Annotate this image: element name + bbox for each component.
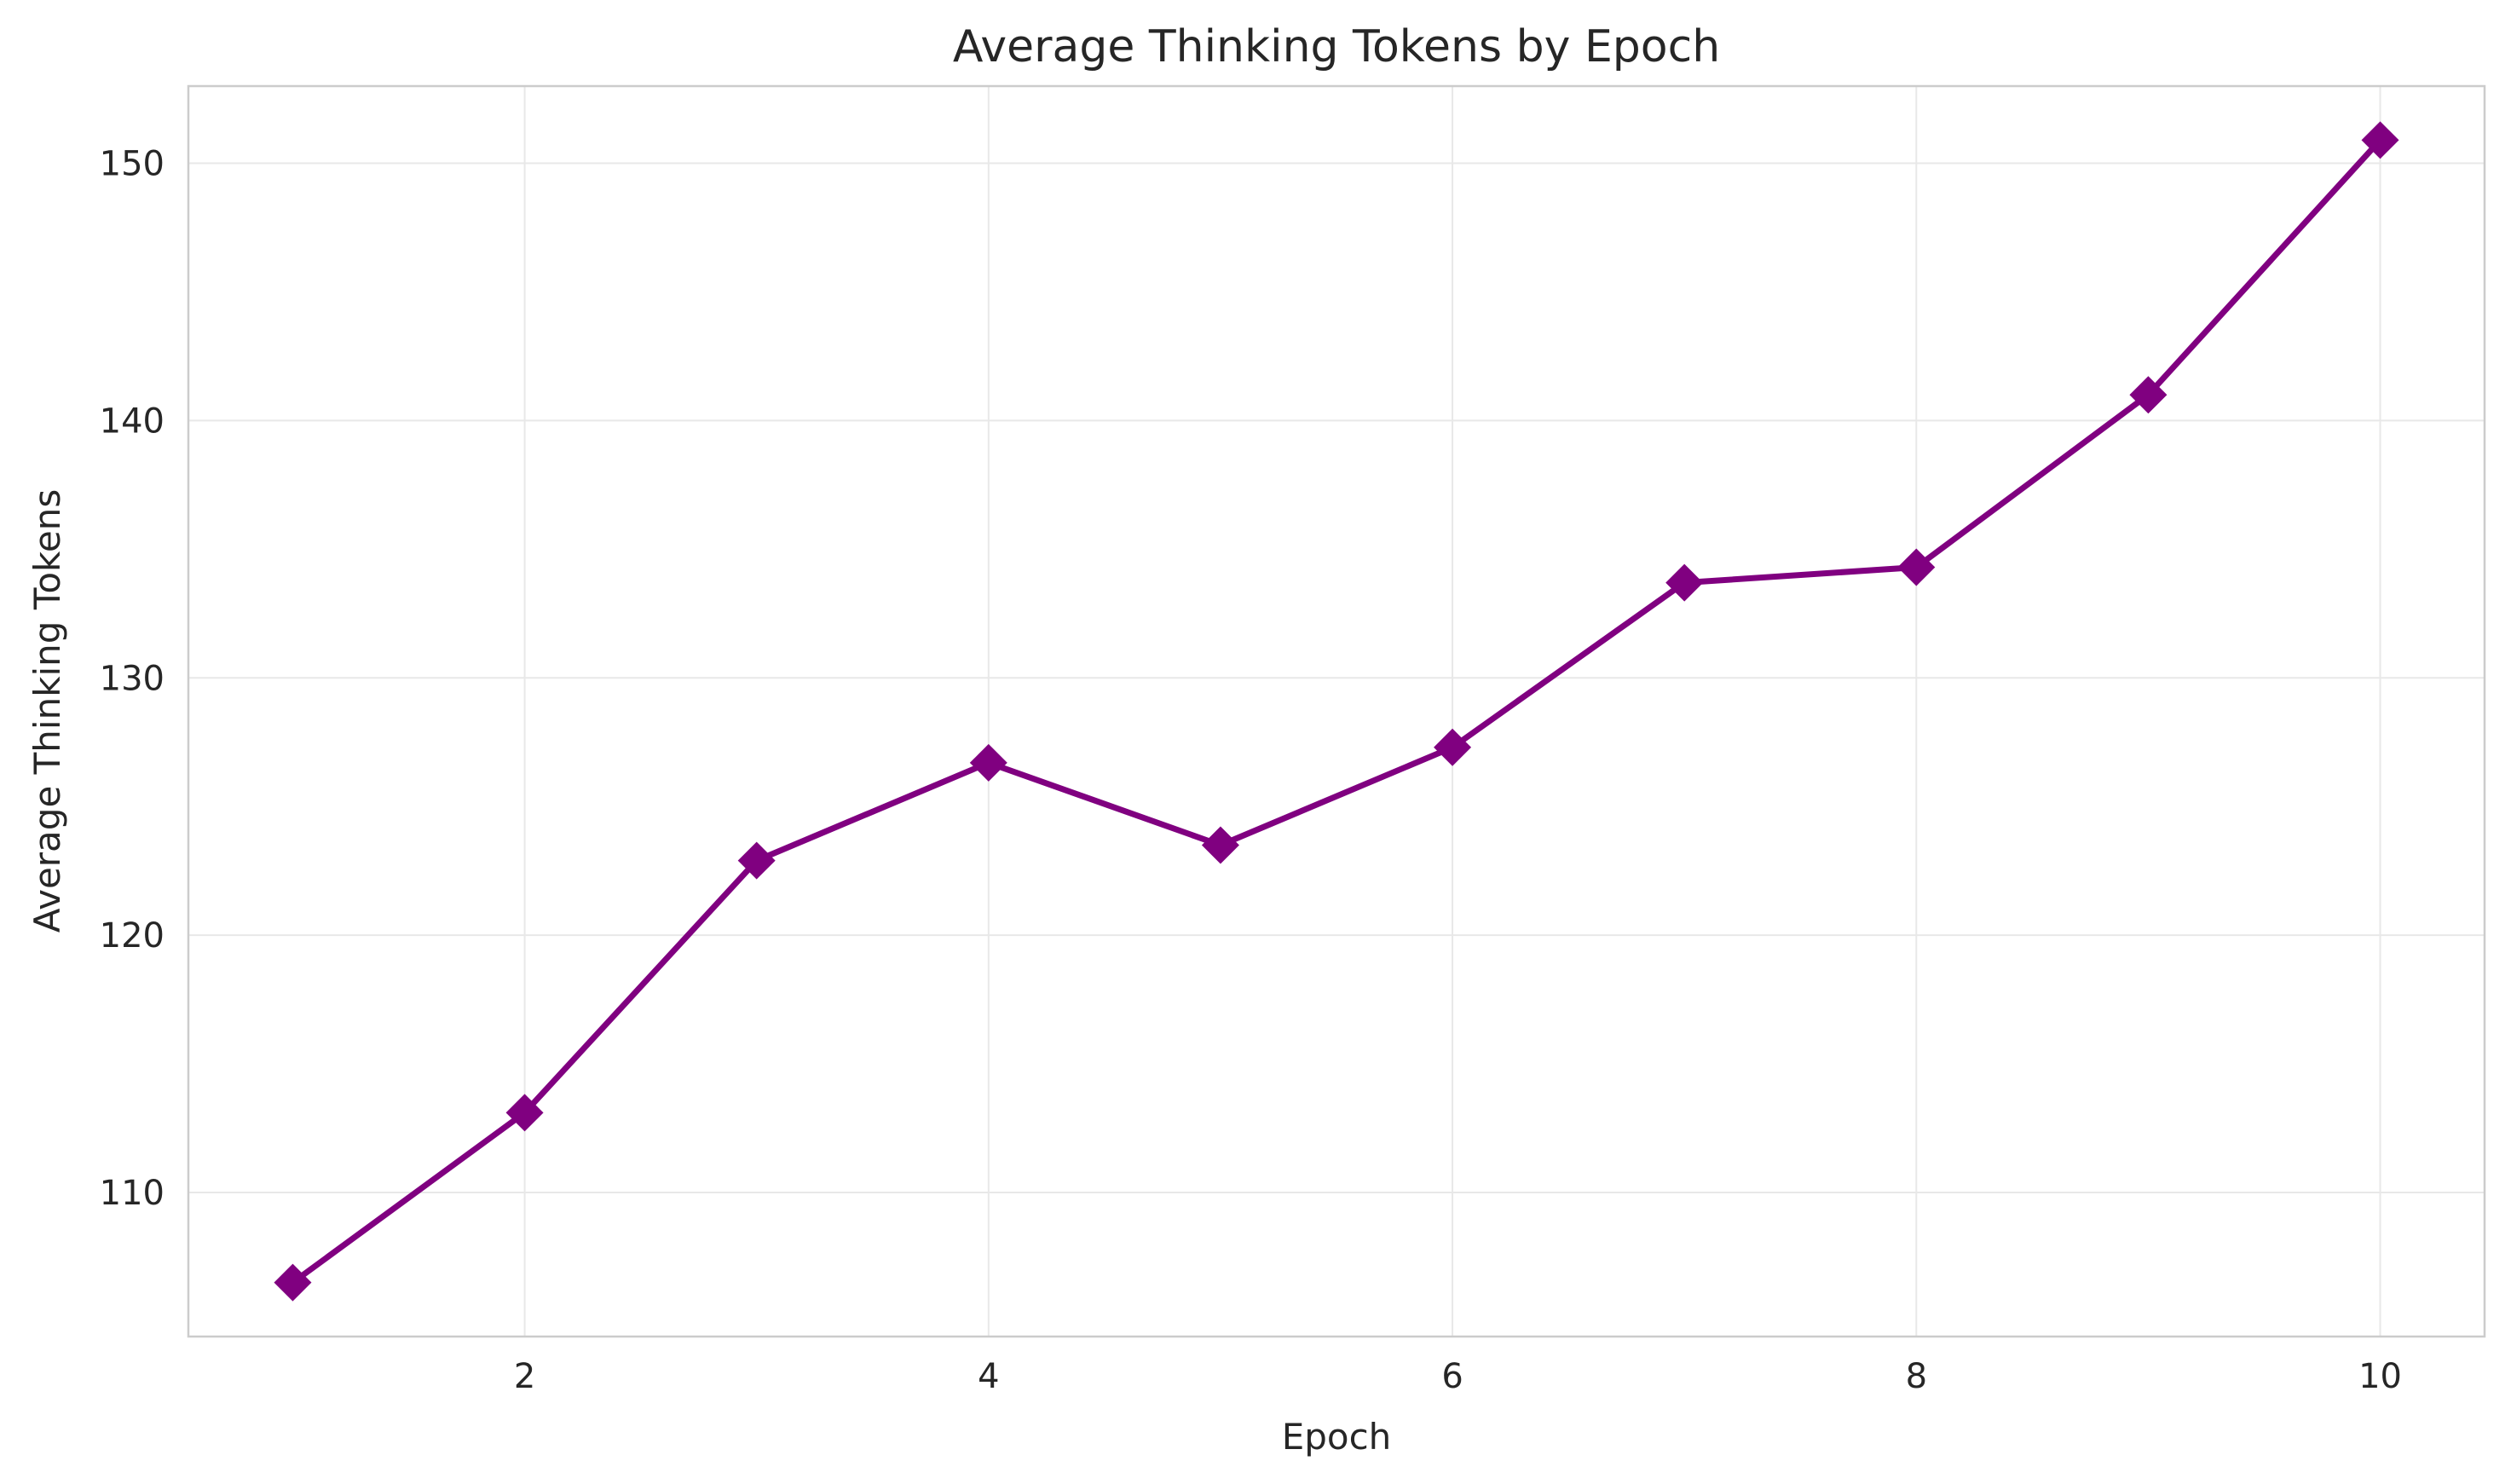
series-line xyxy=(290,136,2383,1286)
x-tick-label: 8 xyxy=(1906,1357,1927,1396)
data-point-marker xyxy=(274,1263,312,1302)
x-tick-label: 6 xyxy=(1441,1357,1463,1396)
data-point-marker xyxy=(1897,548,1936,586)
data-point-marker xyxy=(1665,563,1704,602)
data-point-marker xyxy=(737,841,776,880)
data-point-marker xyxy=(969,743,1007,782)
series-layer xyxy=(274,121,2399,1302)
y-tick-label: 130 xyxy=(100,659,165,698)
grid xyxy=(188,86,2485,1337)
data-point-marker xyxy=(1434,728,1472,766)
data-point-marker xyxy=(1201,826,1239,864)
y-tick-label: 120 xyxy=(100,916,165,956)
x-tick-label: 2 xyxy=(514,1357,535,1396)
tick-labels: 2 4 6 8 10 110 120 130 140 150 xyxy=(100,145,2402,1396)
y-tick-label: 140 xyxy=(100,401,165,441)
x-tick-label: 4 xyxy=(978,1357,999,1396)
y-tick-label: 110 xyxy=(100,1174,165,1213)
data-point-marker xyxy=(2361,121,2399,159)
y-axis-label: Average Thinking Tokens xyxy=(26,489,68,933)
plot-area-frame xyxy=(187,84,2486,1338)
x-axis-label: Epoch xyxy=(1282,1416,1392,1458)
y-tick-label: 150 xyxy=(100,145,165,184)
data-point-marker xyxy=(2129,376,2168,414)
chart-title: Average Thinking Tokens by Epoch xyxy=(953,21,1720,72)
x-tick-label: 10 xyxy=(2358,1357,2402,1396)
data-point-marker xyxy=(505,1094,544,1132)
